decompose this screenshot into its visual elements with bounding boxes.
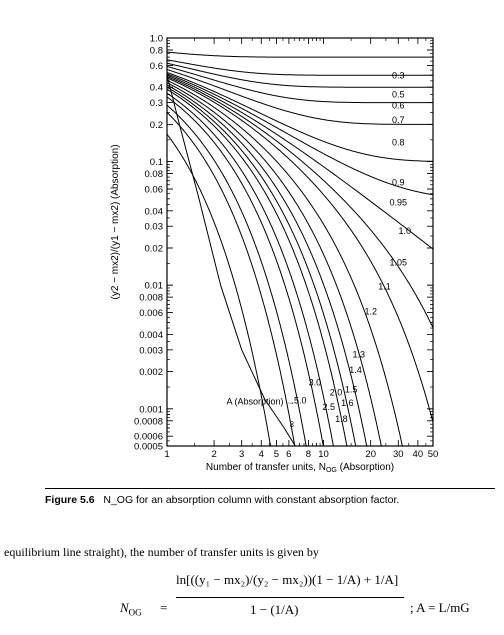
x-tick-label: 30 [393,449,404,460]
y-tick-label: 0.006 [139,308,163,319]
x-axis-title: Number of transfer units, NOG (Absorptio… [206,462,394,474]
x-tick-label: 20 [365,449,376,460]
y-tick-label: 0.004 [139,330,163,341]
figure-label: Figure 5.6 [45,494,95,506]
y-tick-label: 0.4 [150,83,163,94]
curve-A-2.0 [166,96,325,447]
y-tick-label: 0.0008 [134,416,163,427]
curve-A-1.2 [166,79,403,447]
curve-label-1.8: 1.8 [335,414,348,424]
y-tick-label: 0.2 [150,120,163,131]
curve-label-0.8: 0.8 [392,138,405,148]
curve-label-3.0: 3.0 [309,377,322,387]
curve-A-0.7 [166,66,433,104]
curve-A-1.4 [166,84,368,447]
y-tick-label: 0.001 [139,404,163,415]
curve-A-0.6 [166,62,433,88]
equation-lhs: NOG [120,600,142,618]
y-tick-label: 0.03 [145,222,164,233]
y-tick-label: 0.008 [139,293,163,304]
x-tick-label: 8 [306,449,311,460]
y-tick-label: 0.003 [139,345,163,356]
equation-numerator: ln[((y₁ − mx₂)/(y₂ − mx₂))(1 − 1/A) + 1/… [176,572,399,587]
curve-A-0.3 [167,51,433,58]
equation-tail: ; A = L/mG [410,600,470,615]
curve-A-1.8 [166,92,335,447]
x-tick-label: 10 [318,449,329,460]
curve-label-2.5: 2.5 [323,402,336,412]
curve-A-2.5 [166,104,307,447]
equation-denominator: 1 − (1/A) [250,602,299,617]
y-tick-labels: 1.00.8 0.6 0.4 0.3 0.2 0.10.08 0.06 0.04 0.03 0.0… [134,34,163,453]
y-tick-label: 0.3 [150,98,163,109]
curve-A-0.8 [166,69,433,125]
curve-A-1.6 [166,88,348,447]
y-tick-label: 0.01 [145,281,164,292]
y-tick-label: 0.06 [145,185,164,196]
y-tick-label: 0.08 [145,169,164,180]
y-tick-label: 0.8 [150,45,163,56]
curve-A-3.0 [166,112,296,447]
curve-label-1.4: 1.4 [349,365,362,375]
y-tick-label: 0.04 [145,206,164,217]
nog-equation: NOG = ln[((y₁ − mx₂)/(y₂ − mx₂))(1 − 1/A… [120,572,500,632]
curve-label-1.0: 1.0 [398,226,411,236]
nog-chart: 1 2 3 4 5 6 8 10 20 30 40 50 1.00.80.60.40.30.20.10… [110,34,438,475]
plot-frame [166,37,434,447]
curve-label-2.0: 2.0 [330,388,343,398]
plot-border [166,37,434,447]
body-paragraph: equilibrium line straight), the number o… [4,545,319,559]
y-tick-label: 0.002 [139,367,163,378]
curve-label-0.3: 0.3 [392,71,405,81]
curve-label-1.6: 1.6 [341,398,354,408]
curve-label-1.5: 1.5 [345,385,358,395]
curve-labels: 0.3 0.50.6 0.7 0.8 0.9 0.95 1.0 1.05 1.1 1.2 1.3 1.… [286,71,411,428]
y-axis-title: (y2 − mx2)/(y1 − mx2) (Absorption) [110,144,121,299]
absorption-factor-curves [166,51,434,447]
x-tick-label: 6 [286,449,291,460]
y-tick-label: 0.6 [150,61,163,72]
curve-label-0.9: 0.9 [392,178,405,188]
y-tick-label: 0.0006 [134,432,163,443]
curve-label-1.2: 1.2 [364,306,377,316]
curve-A-1.5 [166,86,357,447]
curve-A-1.0 [166,74,434,250]
y-tick-label: 0.02 [145,243,164,254]
curve-A-5.0 [166,133,272,447]
curve-label-1.3: 1.3 [353,350,366,360]
absorption-annotation: A (Absorption) → [227,397,296,407]
x-tick-label: 4 [259,449,264,460]
curve-A-0.5 [166,59,433,76]
x-tick-label: 40 [413,449,424,460]
y-tick-label: 0.1 [150,157,163,168]
curve-A-0.95 [166,73,434,196]
curve-label-0.5: 0.5 [392,90,405,100]
curve-label-5.0: 5.0 [294,396,307,406]
curve-A-0.9 [166,72,433,162]
curve-label-1.1: 1.1 [378,282,391,292]
equation-equals: = [160,600,168,615]
figure-caption-text: N_OG for an absorption column with const… [103,494,400,506]
x-tick-label: 3 [239,449,244,460]
curve-label-1.05: 1.05 [390,257,408,267]
curve-A-1.1 [166,77,434,423]
y-tick-label: 1.0 [150,34,163,45]
x-tick-labels: 1 2 3 4 5 6 8 10 20 30 40 50 [164,449,438,460]
curve-label-∞: ∞ [286,421,296,427]
curve-label-0.7: 0.7 [392,115,405,125]
x-tick-label: 1 [164,449,169,460]
figure-caption: Figure 5.6 N_OG for an absorption column… [45,488,495,514]
equation-fraction-bar [176,597,404,598]
y-tick-label: 0.0005 [134,442,163,453]
x-tick-label: 50 [428,449,439,460]
x-tick-label: 2 [211,449,216,460]
x-tick-label: 5 [274,449,279,460]
curve-label-0.95: 0.95 [390,198,408,208]
curve-A-∞ [166,75,296,447]
curve-label-0.6: 0.6 [392,100,405,110]
curve-A-1.05 [166,76,434,328]
curve-A-1.3 [166,82,383,447]
